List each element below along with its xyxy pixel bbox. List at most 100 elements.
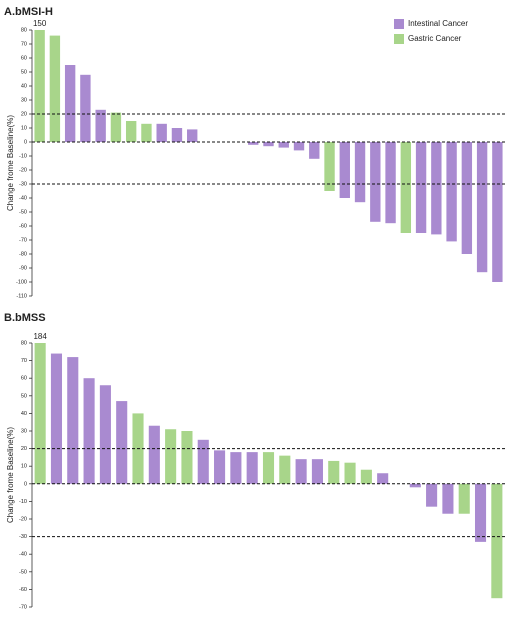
y-axis-label: Change frome Baseline(%) xyxy=(6,427,15,523)
bar xyxy=(171,128,183,142)
bar xyxy=(442,483,454,514)
y-tick-label: 40 xyxy=(21,411,27,417)
bar xyxy=(409,483,421,488)
bar xyxy=(64,65,76,142)
bar xyxy=(230,452,242,484)
bar xyxy=(377,473,389,484)
panel-title: B.bMSS xyxy=(4,312,46,324)
bar xyxy=(214,450,226,484)
bar xyxy=(116,401,128,484)
value-label: 184 xyxy=(33,332,47,341)
bar xyxy=(246,452,258,484)
bar xyxy=(426,483,438,507)
y-tick-label: 0 xyxy=(24,139,27,145)
bar xyxy=(476,142,488,273)
bar xyxy=(431,142,442,235)
y-tick-label: -10 xyxy=(19,499,27,505)
bar xyxy=(110,112,122,142)
bar xyxy=(95,109,106,142)
bar xyxy=(360,469,372,484)
y-tick-label: -60 xyxy=(19,223,27,229)
y-tick-label: -80 xyxy=(19,251,27,257)
legend-label: Gastric Cancer xyxy=(408,34,462,43)
y-tick-label: -40 xyxy=(19,552,27,558)
bar xyxy=(458,483,470,514)
bar xyxy=(293,142,305,151)
bar xyxy=(263,142,274,147)
y-tick-label: -30 xyxy=(19,181,27,187)
bar xyxy=(181,431,193,484)
bar xyxy=(125,121,137,142)
y-tick-label: 10 xyxy=(21,464,27,470)
bar xyxy=(279,455,291,484)
y-tick-label: 0 xyxy=(24,481,27,487)
bar xyxy=(34,30,45,142)
bar xyxy=(491,483,503,599)
bar xyxy=(248,142,259,145)
bar xyxy=(309,142,320,159)
y-tick-label: -70 xyxy=(19,237,27,243)
bar xyxy=(83,378,95,484)
y-tick-label: 10 xyxy=(21,125,27,131)
bar xyxy=(344,462,356,484)
bar xyxy=(262,452,275,484)
bar xyxy=(492,142,503,282)
bar xyxy=(156,123,167,142)
bar xyxy=(197,439,209,484)
bar xyxy=(400,142,412,233)
bar xyxy=(141,123,152,142)
bar xyxy=(324,142,335,191)
value-label: 150 xyxy=(33,19,47,28)
legend-label: Intestinal Cancer xyxy=(408,19,468,28)
y-tick-label: -10 xyxy=(19,153,27,159)
plot xyxy=(34,30,503,282)
bar xyxy=(187,129,198,142)
y-tick-label: 50 xyxy=(21,69,27,75)
y-tick-label: -70 xyxy=(19,604,27,610)
bar xyxy=(339,142,350,198)
y-tick-label: -30 xyxy=(19,534,27,540)
bar xyxy=(385,142,396,224)
bar xyxy=(295,459,307,484)
y-tick-label: -40 xyxy=(19,195,27,201)
y-tick-label: 60 xyxy=(21,55,27,61)
bar xyxy=(311,459,323,484)
bar xyxy=(354,142,366,203)
bar xyxy=(80,74,91,142)
y-tick-label: -100 xyxy=(16,279,27,285)
y-tick-label: 30 xyxy=(21,428,27,434)
bar xyxy=(474,483,487,542)
y-tick-label: -20 xyxy=(19,516,27,522)
panel-title: A.bMSI-H xyxy=(4,6,53,18)
y-tick-label: 40 xyxy=(21,83,27,89)
y-axis-label: Change frome Baseline(%) xyxy=(6,115,15,211)
bar xyxy=(278,142,289,148)
bar xyxy=(328,460,340,484)
bar xyxy=(446,142,457,242)
bar xyxy=(50,353,63,484)
y-tick-label: -60 xyxy=(19,587,27,593)
bar xyxy=(165,429,177,484)
bar xyxy=(34,343,46,484)
bar xyxy=(461,142,473,254)
y-tick-label: 80 xyxy=(21,27,27,33)
y-tick-label: -50 xyxy=(19,569,27,575)
y-tick-label: -90 xyxy=(19,265,27,271)
legend-swatch xyxy=(394,34,404,44)
legend-swatch xyxy=(394,19,404,29)
bar xyxy=(148,425,160,484)
y-tick-label: -20 xyxy=(19,167,27,173)
y-tick-label: 20 xyxy=(21,111,27,117)
y-tick-label: 70 xyxy=(21,358,27,364)
y-tick-label: -50 xyxy=(19,209,27,215)
y-tick-label: 60 xyxy=(21,376,27,382)
y-tick-label: 70 xyxy=(21,41,27,47)
bar xyxy=(49,35,61,142)
bar xyxy=(67,357,79,484)
y-tick-label: 80 xyxy=(21,340,27,346)
bar xyxy=(415,142,427,233)
y-tick-label: 20 xyxy=(21,446,27,452)
y-tick-label: 50 xyxy=(21,393,27,399)
y-tick-label: -110 xyxy=(16,293,27,299)
